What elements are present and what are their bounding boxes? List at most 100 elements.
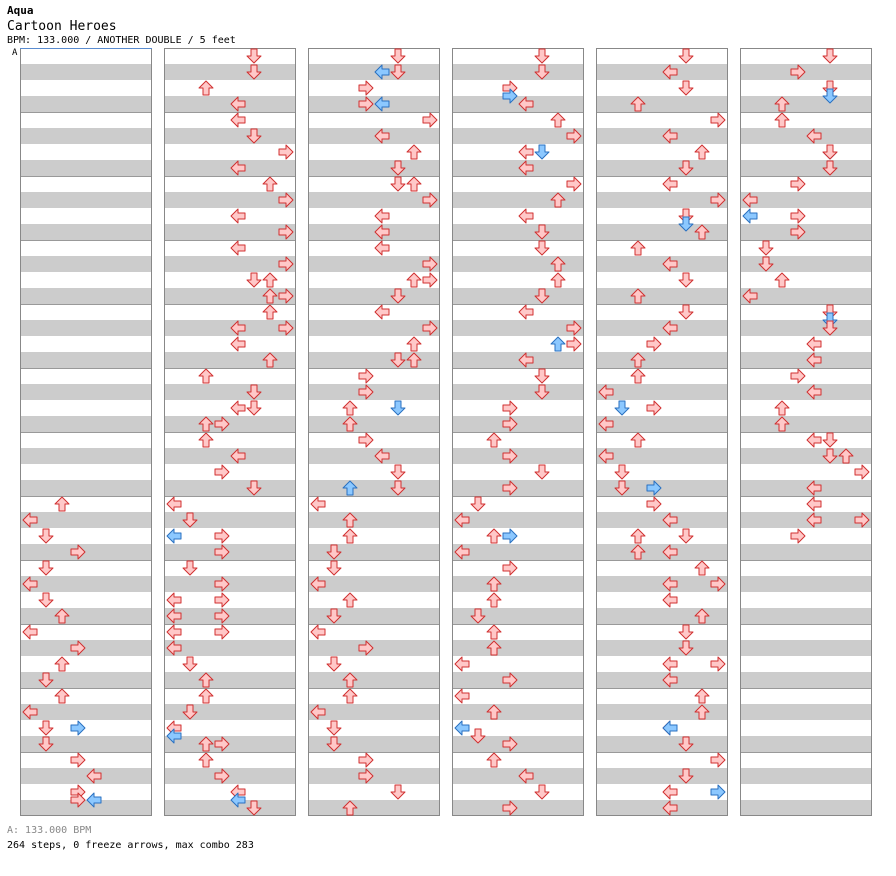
step-arrow-P1-up	[486, 752, 502, 768]
step-arrow-P2-right	[566, 176, 582, 192]
beat-band	[20, 704, 152, 720]
beat-band	[596, 352, 728, 368]
beat-band	[596, 128, 728, 144]
step-arrow-P2-down	[678, 160, 694, 176]
step-arrow-P1-left	[598, 416, 614, 432]
chart-column	[164, 48, 296, 816]
step-arrow-P2-right	[710, 112, 726, 128]
step-arrow-P1-right	[502, 88, 518, 104]
beat-band	[740, 384, 872, 400]
step-arrow-P2-right	[422, 320, 438, 336]
beat-band	[740, 480, 872, 496]
beat-band	[308, 704, 440, 720]
step-arrow-P1-right	[790, 208, 806, 224]
beat-band	[452, 640, 584, 656]
beat-band	[308, 480, 440, 496]
beat-band	[452, 448, 584, 464]
step-arrow-P2-left	[806, 480, 822, 496]
step-arrow-P2-down	[534, 64, 550, 80]
beat-band	[20, 128, 152, 144]
step-arrow-P1-left	[310, 624, 326, 640]
step-arrow-P1-right	[502, 400, 518, 416]
step-arrow-P1-up	[486, 592, 502, 608]
step-arrow-P1-up	[198, 416, 214, 432]
beat-band	[740, 224, 872, 240]
step-arrow-P2-right	[278, 144, 294, 160]
beat-band	[20, 544, 152, 560]
step-arrow-P2-left	[230, 448, 246, 464]
step-arrow-P1-left	[598, 384, 614, 400]
step-arrow-P1-up	[630, 368, 646, 384]
step-arrow-P2-down	[390, 400, 406, 416]
step-arrow-P1-right	[214, 592, 230, 608]
step-arrow-P2-up	[694, 144, 710, 160]
step-arrow-P2-left	[230, 240, 246, 256]
step-arrow-P2-right	[278, 288, 294, 304]
step-arrow-P2-down	[534, 464, 550, 480]
beat-band	[20, 160, 152, 176]
step-arrow-P2-left	[806, 432, 822, 448]
step-arrow-P2-left	[662, 576, 678, 592]
step-arrow-P1-left	[166, 528, 182, 544]
chart-column	[308, 48, 440, 816]
step-arrow-P1-up	[342, 672, 358, 688]
step-arrow-P2-up	[550, 336, 566, 352]
beat-band	[740, 576, 872, 592]
beat-band	[596, 320, 728, 336]
step-arrow-P1-down	[326, 656, 342, 672]
step-arrow-P1-left	[454, 544, 470, 560]
beat-band	[164, 128, 296, 144]
beat-band	[164, 768, 296, 784]
step-arrow-P2-right	[278, 192, 294, 208]
step-arrow-P1-down	[326, 720, 342, 736]
beat-band	[596, 192, 728, 208]
step-stats: 264 steps, 0 freeze arrows, max combo 28…	[7, 840, 254, 851]
step-arrow-P1-up	[774, 112, 790, 128]
step-arrow-P1-down	[182, 512, 198, 528]
beat-band	[740, 192, 872, 208]
step-arrow-P1-right	[790, 368, 806, 384]
step-arrow-P2-right	[710, 784, 726, 800]
beat-band	[164, 160, 296, 176]
step-arrow-P1-left	[742, 192, 758, 208]
step-arrow-P2-up	[694, 704, 710, 720]
step-arrow-P2-left	[662, 512, 678, 528]
step-arrow-P1-down	[470, 496, 486, 512]
beat-band	[596, 800, 728, 816]
beat-band	[740, 448, 872, 464]
beat-band	[740, 352, 872, 368]
step-arrow-P1-up	[630, 240, 646, 256]
beat-band	[452, 320, 584, 336]
step-arrow-P2-up	[550, 192, 566, 208]
step-arrow-P1-down	[326, 560, 342, 576]
beat-band	[596, 160, 728, 176]
step-arrow-P2-right	[422, 256, 438, 272]
step-arrow-P1-left	[166, 608, 182, 624]
beat-band	[452, 416, 584, 432]
step-arrow-P1-up	[342, 480, 358, 496]
step-arrow-P2-up	[694, 560, 710, 576]
step-arrow-P1-up	[630, 432, 646, 448]
step-arrow-P1-left	[454, 512, 470, 528]
beat-band	[164, 224, 296, 240]
beat-band	[20, 608, 152, 624]
beat-band	[452, 544, 584, 560]
beat-band	[452, 160, 584, 176]
step-arrow-P2-down	[822, 144, 838, 160]
step-arrow-P1-right	[214, 736, 230, 752]
step-arrow-P1-down	[326, 736, 342, 752]
step-arrow-P2-left	[662, 176, 678, 192]
step-arrow-P2-down	[534, 240, 550, 256]
step-arrow-P2-left	[374, 448, 390, 464]
beat-band	[308, 640, 440, 656]
step-arrow-P2-left	[662, 128, 678, 144]
step-arrow-P2-left	[518, 208, 534, 224]
step-arrow-P1-up	[54, 608, 70, 624]
beat-band	[596, 544, 728, 560]
beat-band	[20, 640, 152, 656]
step-arrow-P1-up	[198, 672, 214, 688]
step-arrow-P2-down	[822, 48, 838, 64]
step-arrow-P1-down	[182, 560, 198, 576]
step-arrow-P2-right	[710, 656, 726, 672]
beat-band	[20, 512, 152, 528]
